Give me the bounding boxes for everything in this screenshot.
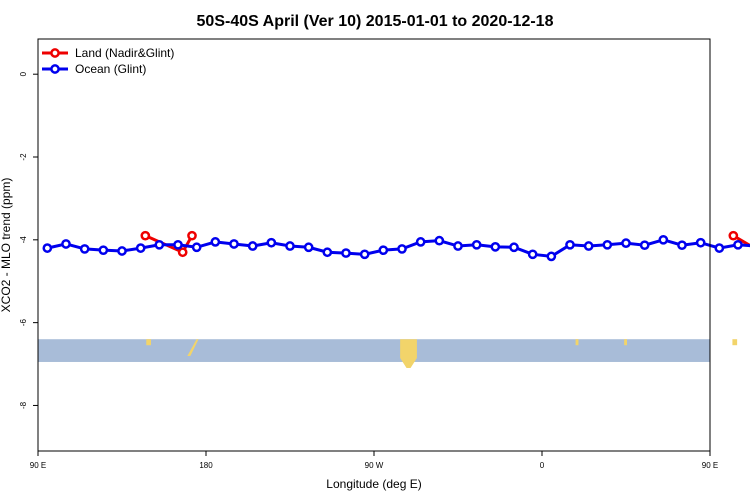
land-segment [187, 339, 199, 356]
legend-marker [50, 64, 60, 74]
data-point [602, 239, 613, 250]
y-tick-label: -6 [19, 319, 28, 327]
y-axis-label: XCO2 - MLO trend (ppm) [0, 178, 13, 313]
legend-marker [50, 48, 60, 58]
land-segment [146, 339, 151, 346]
x-tick-label: 0 [540, 461, 545, 470]
y-tick-label: -4 [19, 236, 28, 244]
data-point [565, 239, 575, 250]
x-tick-label: 90 E [702, 461, 718, 470]
data-point [247, 241, 258, 251]
data-point [621, 238, 631, 248]
data-point [98, 245, 109, 256]
data-point [733, 239, 743, 250]
y-tick-label: -8 [19, 401, 28, 409]
land-segment [624, 339, 627, 346]
data-point [191, 242, 202, 253]
data-point [140, 230, 151, 241]
surface-strip [38, 339, 738, 368]
data-point [266, 237, 277, 248]
series-line [47, 238, 750, 258]
legend: Land (Nadir&Glint) Ocean (Glint) [42, 46, 174, 76]
data-point [378, 245, 389, 256]
data-point [42, 243, 53, 253]
data-point [210, 237, 221, 247]
data-point [285, 241, 295, 251]
legend-item: Land (Nadir&Glint) [42, 46, 174, 60]
data-point [527, 249, 538, 260]
data-point [453, 241, 463, 251]
data-point [546, 251, 557, 262]
land-segment [400, 339, 417, 368]
data-point [728, 230, 739, 241]
data-point [639, 240, 650, 251]
data-point [415, 237, 426, 247]
land-segment [732, 339, 738, 346]
x-tick-label: 180 [199, 461, 213, 470]
data-point [135, 243, 146, 253]
y-axis: 0 -2 -4 -6 -8 [19, 71, 38, 409]
data-point [677, 240, 687, 251]
data-point [714, 243, 725, 253]
data-point [177, 247, 188, 258]
x-tick-label: 90 E [30, 461, 46, 470]
y-tick-label: 0 [19, 71, 28, 76]
data-point [187, 230, 197, 241]
legend-label: Land (Nadir&Glint) [75, 46, 174, 60]
x-axis: 90 E 180 90 W 0 90 E [30, 451, 718, 470]
data-point [117, 246, 127, 256]
data-point [61, 239, 71, 249]
legend-item: Ocean (Glint) [42, 62, 146, 76]
series-layer [42, 230, 750, 262]
data-point [658, 234, 669, 245]
data-point [79, 244, 90, 254]
chart-title: 50S-40S April (Ver 10) 2015-01-01 to 202… [197, 13, 554, 30]
data-point [303, 242, 314, 253]
data-point [583, 241, 594, 251]
data-point [509, 242, 519, 253]
data-point [173, 239, 183, 250]
series-line [732, 234, 750, 248]
land-segment [575, 339, 579, 346]
x-axis-label: Longitude (deg E) [326, 477, 421, 491]
data-point [322, 247, 333, 258]
data-point [359, 249, 370, 260]
data-point [471, 239, 482, 250]
data-point [397, 244, 407, 254]
data-point [695, 237, 706, 248]
data-point [154, 239, 165, 250]
x-tick-label: 90 W [365, 461, 384, 470]
data-point [229, 239, 239, 249]
legend-label: Ocean (Glint) [75, 62, 146, 76]
data-point [341, 248, 351, 258]
y-tick-label: -2 [19, 153, 28, 161]
ocean-band [38, 339, 710, 362]
data-point [490, 242, 501, 252]
data-point [434, 235, 445, 246]
series-ocean [42, 234, 750, 262]
